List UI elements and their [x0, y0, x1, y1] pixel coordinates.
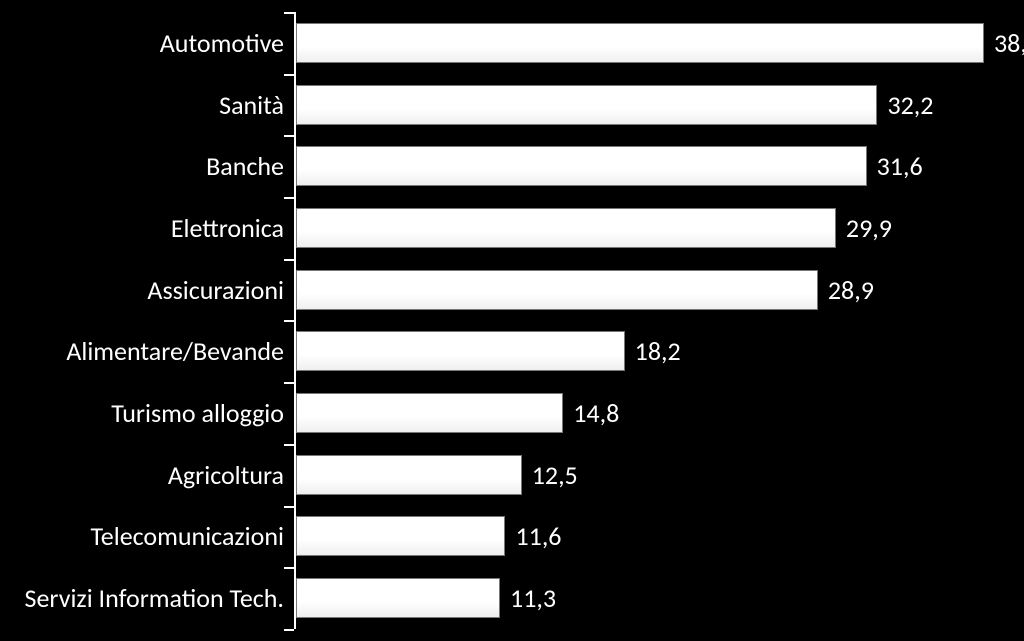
chart-rows-container: Automotive 38,1 Sanità 32,2 Banche 31,6 Elettr…	[0, 12, 1024, 629]
category-label: Automotive	[4, 27, 284, 59]
value-label: 14,8	[573, 397, 619, 429]
axis-tick	[284, 12, 294, 14]
chart-row: Alimentare/Bevande 18,2	[0, 320, 1024, 382]
bar	[296, 208, 836, 248]
bar	[296, 331, 625, 371]
bar-wrap: 18,2	[296, 331, 681, 371]
value-label: 38,1	[994, 27, 1024, 59]
bar-wrap: 11,3	[296, 578, 556, 618]
category-label: Turismo alloggio	[4, 397, 284, 429]
chart-row: Automotive 38,1	[0, 12, 1024, 74]
bar-wrap: 28,9	[296, 270, 874, 310]
value-label: 18,2	[635, 335, 681, 367]
bar	[296, 270, 818, 310]
value-label: 31,6	[877, 150, 923, 182]
horizontal-bar-chart: Automotive 38,1 Sanità 32,2 Banche 31,6 Elettr…	[0, 0, 1024, 641]
bar	[296, 455, 522, 495]
bar-wrap: 38,1	[296, 23, 1024, 63]
axis-tick	[284, 629, 294, 631]
bar-wrap: 14,8	[296, 393, 619, 433]
axis-tick	[284, 444, 294, 446]
bar-wrap: 32,2	[296, 85, 933, 125]
bar-wrap: 12,5	[296, 455, 578, 495]
chart-row: Banche 31,6	[0, 135, 1024, 197]
value-label: 32,2	[887, 89, 933, 121]
category-label: Servizi Information Tech.	[4, 582, 284, 614]
chart-row: Assicurazioni 28,9	[0, 259, 1024, 321]
value-label: 11,6	[515, 520, 561, 552]
chart-row: Turismo alloggio 14,8	[0, 382, 1024, 444]
category-label: Elettronica	[4, 212, 284, 244]
chart-row: Telecomunicazioni 11,6	[0, 506, 1024, 568]
bar-wrap: 29,9	[296, 208, 892, 248]
chart-row: Servizi Information Tech. 11,3	[0, 567, 1024, 629]
bar	[296, 146, 867, 186]
axis-tick	[284, 567, 294, 569]
axis-tick	[284, 74, 294, 76]
axis-tick	[284, 259, 294, 261]
category-label: Assicurazioni	[4, 274, 284, 306]
axis-tick	[284, 135, 294, 137]
chart-row: Sanità 32,2	[0, 74, 1024, 136]
bar	[296, 23, 984, 63]
axis-tick	[284, 382, 294, 384]
category-label: Alimentare/Bevande	[4, 335, 284, 367]
value-label: 11,3	[510, 582, 556, 614]
axis-tick	[284, 197, 294, 199]
bar	[296, 516, 505, 556]
value-label: 12,5	[532, 459, 578, 491]
value-label: 29,9	[846, 212, 892, 244]
axis-tick	[284, 320, 294, 322]
axis-tick	[284, 506, 294, 508]
bar	[296, 393, 563, 433]
chart-row: Agricoltura 12,5	[0, 444, 1024, 506]
bar	[296, 578, 500, 618]
category-label: Agricoltura	[4, 459, 284, 491]
bar-wrap: 31,6	[296, 146, 923, 186]
category-label: Telecomunicazioni	[4, 520, 284, 552]
category-label: Sanità	[4, 89, 284, 121]
chart-row: Elettronica 29,9	[0, 197, 1024, 259]
value-label: 28,9	[828, 274, 874, 306]
bar	[296, 85, 877, 125]
bar-wrap: 11,6	[296, 516, 562, 556]
category-label: Banche	[4, 150, 284, 182]
